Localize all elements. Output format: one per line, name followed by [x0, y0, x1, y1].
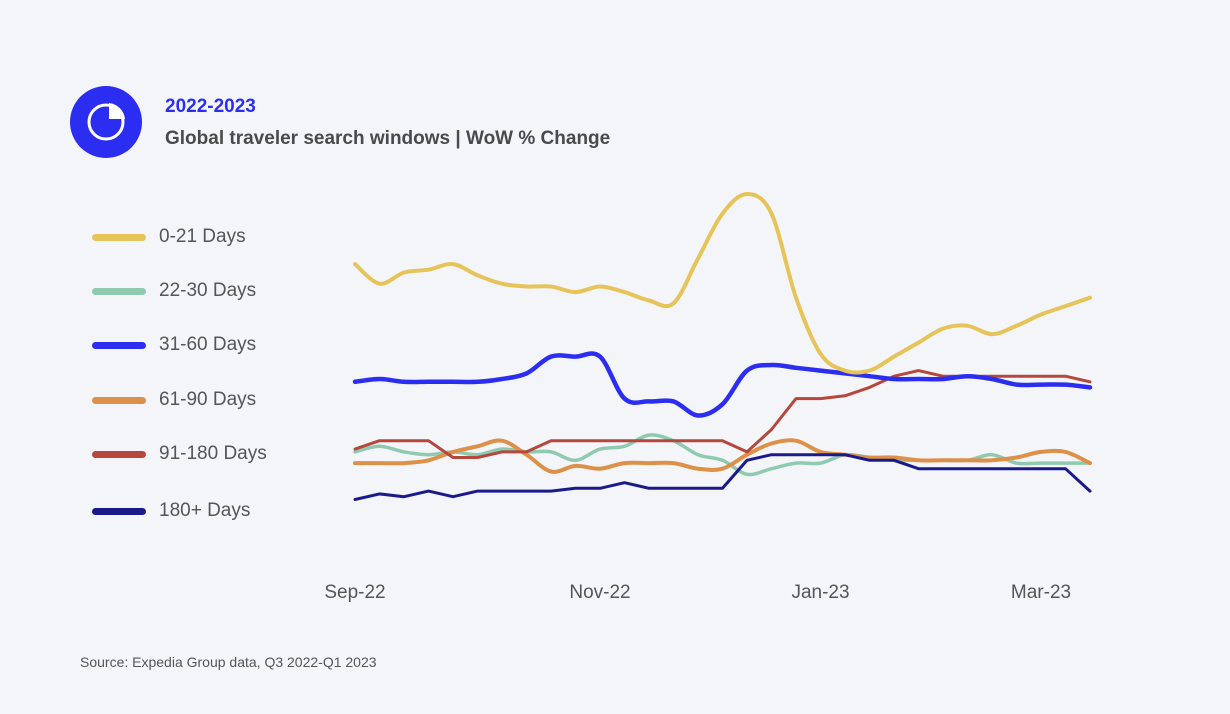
legend-label: 22-30 Days [159, 280, 257, 301]
legend-swatch [92, 450, 146, 458]
series-line-61-90-days [353, 438, 1092, 474]
legend-swatch [92, 507, 146, 515]
x-tick-label: Mar-23 [1011, 582, 1071, 603]
series-line-31-60-days [352, 351, 1093, 418]
series-line-0-21-days [353, 192, 1092, 375]
legend-item-61-90-days: 61-90 Days [92, 385, 256, 415]
pie-chart-icon [70, 86, 142, 158]
legend-item-180-plus-days: 180+ Days [92, 496, 250, 526]
legend-swatch [92, 396, 146, 404]
legend-label: 91-180 Days [159, 443, 267, 464]
legend-label: 31-60 Days [159, 334, 257, 355]
legend-item-0-21-days: 0-21 Days [92, 222, 246, 252]
x-tick-label: Sep-22 [324, 582, 385, 603]
legend-item-31-60-days: 31-60 Days [92, 330, 256, 360]
legend-swatch [92, 233, 146, 241]
source-note: Source: Expedia Group data, Q3 2022-Q1 2… [80, 654, 377, 670]
legend-label: 0-21 Days [159, 226, 246, 247]
legend-item-91-180-days: 91-180 Days [92, 439, 267, 469]
x-tick-label: Jan-23 [791, 582, 849, 603]
series-line-180-plus-days [353, 453, 1092, 501]
legend-label: 61-90 Days [159, 389, 257, 410]
chart-year: 2022-2023 [165, 96, 256, 117]
legend-label: 180+ Days [159, 500, 251, 521]
legend-swatch [92, 341, 146, 349]
x-tick-label: Nov-22 [569, 582, 630, 603]
chart-title: Global traveler search windows | WoW % C… [165, 128, 611, 149]
legend-swatch [92, 287, 146, 295]
legend-item-22-30-days: 22-30 Days [92, 276, 256, 306]
